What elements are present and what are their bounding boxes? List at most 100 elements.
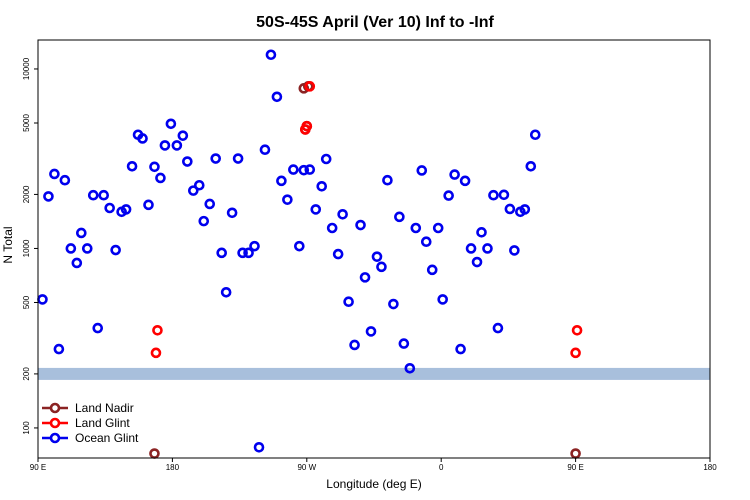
- data-point: [310, 204, 322, 215]
- data-point: [476, 227, 487, 238]
- y-tick-label: 200: [22, 367, 31, 381]
- data-point: [98, 189, 110, 201]
- data-point: [37, 294, 48, 305]
- data-point: [282, 194, 293, 205]
- data-point: [71, 257, 83, 269]
- data-point: [398, 338, 410, 349]
- y-tick-label: 100: [22, 421, 31, 435]
- y-tick-label: 5000: [22, 114, 31, 132]
- data-point: [288, 164, 299, 175]
- data-point: [359, 272, 371, 283]
- data-point: [243, 247, 254, 259]
- data-point: [301, 120, 313, 132]
- data-point: [204, 198, 216, 210]
- data-point: [332, 248, 344, 260]
- data-point: [482, 243, 493, 254]
- data-point: [177, 130, 189, 141]
- data-point: [253, 442, 265, 453]
- data-point: [394, 211, 405, 223]
- reference-band: [38, 367, 710, 380]
- data-point: [193, 179, 205, 191]
- data-point: [570, 448, 581, 459]
- data-point: [388, 298, 399, 310]
- chart-title: 50S-45S April (Ver 10) Inf to -Inf: [256, 14, 494, 31]
- data-point: [437, 294, 448, 305]
- data-point: [53, 343, 65, 355]
- x-tick-label: 90 E: [567, 463, 583, 472]
- data-point: [420, 236, 432, 248]
- data-point: [65, 243, 77, 254]
- data-point: [150, 347, 162, 359]
- legend-marker: [49, 417, 61, 429]
- data-point: [226, 207, 238, 219]
- y-axis-label: N Total: [1, 226, 15, 263]
- data-point: [298, 164, 310, 176]
- y-tick-label: 1000: [22, 239, 31, 257]
- data-point: [355, 219, 366, 231]
- data-point: [326, 222, 338, 234]
- data-point: [43, 191, 54, 202]
- data-point: [216, 247, 227, 259]
- data-point: [443, 190, 454, 201]
- data-point: [182, 156, 193, 167]
- data-point: [76, 227, 87, 239]
- data-point: [376, 261, 387, 273]
- data-point: [519, 204, 531, 215]
- data-point: [570, 347, 581, 359]
- data-point: [188, 185, 199, 196]
- data-point: [171, 140, 183, 151]
- data-point: [87, 189, 99, 201]
- data-point: [249, 240, 260, 252]
- data-point: [509, 245, 520, 256]
- legend-label: Land Nadir: [75, 401, 134, 415]
- data-point: [371, 251, 383, 262]
- plot-frame: [37, 39, 711, 459]
- data-point: [571, 324, 583, 336]
- y-tick-label: 10000: [22, 57, 31, 80]
- data-point: [488, 189, 499, 201]
- data-point: [304, 81, 316, 92]
- data-point: [459, 175, 471, 187]
- data-point: [143, 199, 154, 211]
- data-point: [504, 203, 516, 215]
- data-point: [271, 91, 283, 103]
- data-point: [320, 153, 332, 165]
- data-point: [365, 326, 377, 337]
- data-point: [149, 448, 160, 459]
- data-point: [449, 169, 460, 180]
- data-point: [49, 168, 60, 180]
- data-point: [426, 264, 438, 276]
- data-point: [155, 172, 166, 184]
- data-point: [304, 164, 316, 175]
- data-point: [294, 240, 305, 252]
- data-point: [126, 160, 138, 172]
- legend-label: Land Glint: [75, 416, 130, 430]
- data-point: [343, 296, 354, 308]
- data-point: [149, 161, 160, 173]
- data-point: [404, 362, 416, 374]
- x-tick-label: 90 E: [30, 463, 46, 472]
- x-tick-label: 0: [439, 463, 444, 472]
- data-point: [276, 175, 287, 187]
- data-point: [525, 160, 537, 172]
- data-point: [232, 153, 244, 164]
- y-tick-label: 2000: [22, 185, 31, 203]
- data-point: [220, 286, 232, 298]
- data-point: [159, 140, 171, 151]
- data-point: [349, 339, 360, 351]
- legend-marker: [49, 402, 61, 414]
- data-point: [165, 118, 177, 130]
- data-point: [498, 189, 510, 201]
- data-point: [529, 129, 541, 141]
- y-tick-label: 500: [22, 295, 31, 309]
- data-point: [120, 204, 132, 215]
- data-point: [410, 222, 422, 234]
- x-tick-label: 90 W: [297, 463, 316, 472]
- data-point: [110, 244, 121, 256]
- data-point: [104, 202, 115, 214]
- data-point: [152, 324, 163, 336]
- data-point: [382, 174, 393, 186]
- data-point: [137, 133, 148, 144]
